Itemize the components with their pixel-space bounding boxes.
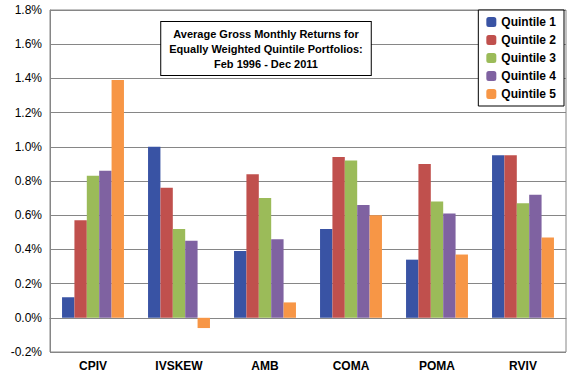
svg-text:0.6%: 0.6% <box>15 208 43 222</box>
svg-text:Feb 1996 - Dec 2011: Feb 1996 - Dec 2011 <box>214 58 318 70</box>
svg-text:1.0%: 1.0% <box>15 140 43 154</box>
svg-text:-0.2%: -0.2% <box>11 345 43 359</box>
svg-text:Quintile 5: Quintile 5 <box>501 87 556 101</box>
svg-text:Quintile 2: Quintile 2 <box>501 33 556 47</box>
svg-text:1.6%: 1.6% <box>15 37 43 51</box>
svg-text:1.8%: 1.8% <box>15 3 43 17</box>
svg-text:COMA: COMA <box>333 359 370 373</box>
svg-text:CPIV: CPIV <box>79 359 107 373</box>
svg-text:Equally Weighted Quintile Port: Equally Weighted Quintile Portfolios: <box>169 43 363 55</box>
svg-text:POMA: POMA <box>419 359 455 373</box>
svg-text:Quintile 1: Quintile 1 <box>501 15 556 29</box>
svg-text:Quintile 3: Quintile 3 <box>501 51 556 65</box>
svg-text:AMB: AMB <box>251 359 279 373</box>
svg-text:IVSKEW: IVSKEW <box>155 359 203 373</box>
svg-text:0.4%: 0.4% <box>15 242 43 256</box>
svg-text:0.8%: 0.8% <box>15 174 43 188</box>
svg-text:Average Gross Monthly Returns: Average Gross Monthly Returns for <box>173 28 359 40</box>
svg-text:1.2%: 1.2% <box>15 106 43 120</box>
svg-text:1.4%: 1.4% <box>15 71 43 85</box>
svg-text:Quintile 4: Quintile 4 <box>501 69 556 83</box>
svg-text:RVIV: RVIV <box>509 359 537 373</box>
svg-text:0.0%: 0.0% <box>15 311 43 325</box>
svg-text:0.2%: 0.2% <box>15 277 43 291</box>
